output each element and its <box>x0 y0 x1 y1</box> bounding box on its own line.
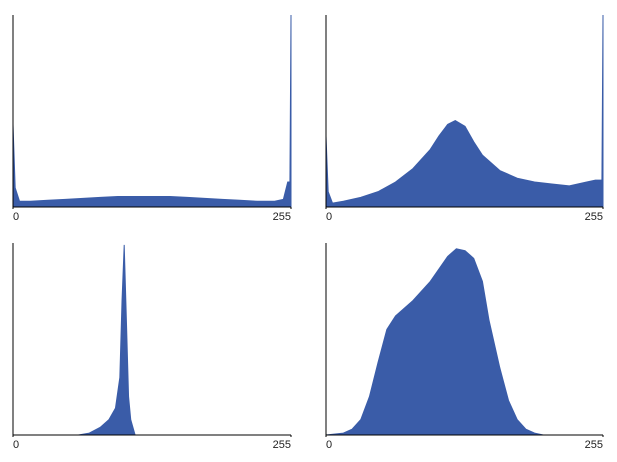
histogram-area <box>325 14 604 208</box>
x-tick-label: 0 <box>326 211 332 223</box>
x-tick-label: 255 <box>273 211 291 223</box>
x-tick-label: 0 <box>326 439 332 451</box>
histogram-area <box>325 248 603 436</box>
x-tick-label: 0 <box>13 439 19 451</box>
histogram-area <box>13 244 291 436</box>
x-tick-label: 255 <box>273 439 291 451</box>
x-tick-label: 255 <box>585 211 603 223</box>
histogram-area <box>12 14 292 208</box>
x-tick-label: 0 <box>13 211 19 223</box>
x-tick-label: 255 <box>585 439 603 451</box>
